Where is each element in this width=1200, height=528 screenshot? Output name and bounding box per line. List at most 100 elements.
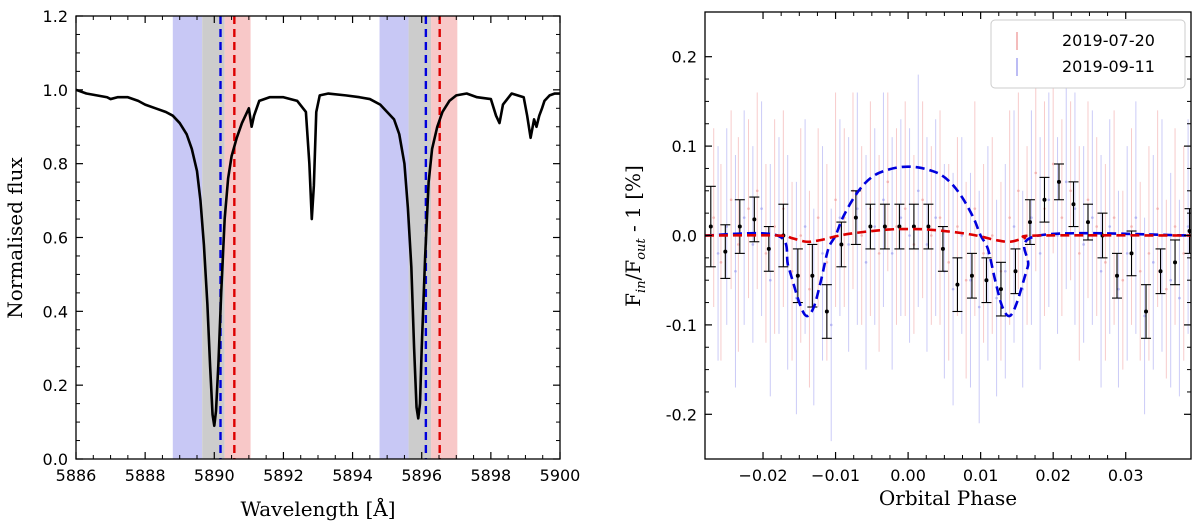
night-2019-09-11-marker-13: [829, 323, 833, 327]
night-2019-09-11-marker-29: [969, 278, 972, 282]
night-2019-09-11-point-41: [1073, 92, 1077, 325]
night-2019-07-20-marker-4: [747, 207, 750, 210]
binned-average-marker-13: [897, 224, 902, 229]
night-2019-09-11-marker-25: [934, 216, 937, 219]
night-2019-09-11-point-42: [1082, 146, 1085, 343]
binned-average-point-29: [1126, 230, 1137, 277]
night-2019-09-11-point-38: [1047, 92, 1051, 308]
x-tick-label-1-1: −0.01: [811, 466, 860, 485]
spectrum-y-axis-label: Normalised flux: [3, 157, 27, 319]
binned-average-marker-25: [1071, 202, 1076, 207]
x-tick-label-1-3: 0.01: [963, 466, 999, 485]
ylabel-part-rest: - 1 [%]: [621, 165, 645, 238]
night-2019-09-11-point-34: [1012, 110, 1016, 343]
y-tick-label-1-0: -0.2: [666, 405, 697, 424]
night-2019-07-20-marker-25: [930, 234, 933, 237]
spectrum-series: [75, 88, 560, 428]
night-2019-07-20-marker-30: [973, 207, 977, 210]
x-tick-label-0-4: 5894: [332, 466, 373, 485]
blue-dashed-model: [705, 165, 1191, 318]
binned-average-point-1: [720, 224, 731, 279]
ylabel-part-in: in: [634, 280, 649, 293]
binned-average-marker-28: [1115, 273, 1120, 278]
binned-average-point-23: [1039, 176, 1050, 223]
blue-band-d2: [172, 16, 203, 459]
binned-average-point-31: [1155, 248, 1166, 295]
binned-average-marker-31: [1158, 269, 1163, 274]
night-2019-07-20-point-24: [921, 101, 924, 299]
night-2019-09-11-point-14: [838, 119, 842, 316]
binned-average-marker-8: [824, 309, 829, 314]
night-2019-07-20-marker-48: [1130, 225, 1133, 228]
night-2019-09-11-point-5: [760, 101, 763, 316]
night-2019-09-11-marker-54: [1186, 225, 1190, 228]
night-2019-07-20-point-31: [982, 163, 985, 343]
spectrum-ticks: 5886 5888 5890 5892 5894 5896 5898 5900 0.0 0.2 0.…: [43, 7, 581, 485]
night-2019-07-20-point-26: [938, 110, 942, 325]
night-2019-09-11-marker-10: [803, 225, 807, 228]
binned-average-marker-6: [795, 273, 800, 278]
night-2019-09-11-marker-38: [1047, 198, 1051, 202]
x-tick-label-0-2: 5890: [194, 466, 235, 485]
night-2019-09-11-point-25: [934, 119, 937, 316]
night-2019-09-11-marker-52: [1169, 278, 1172, 282]
night-2019-09-11-marker-16: [856, 207, 859, 210]
night-2019-07-20-marker-7: [773, 225, 776, 228]
night-2019-07-20-point-20: [886, 92, 890, 272]
night-2019-09-11-marker-27: [951, 287, 955, 291]
night-2019-09-11-marker-23: [916, 189, 920, 193]
binned-average-marker-3: [752, 217, 757, 222]
night-2019-09-11-point-24: [925, 137, 929, 352]
night-2019-07-20-marker-12: [816, 216, 820, 219]
night-2019-09-11-point-29: [969, 172, 972, 388]
night-2019-09-11-point-12: [821, 146, 824, 361]
night-2019-09-11-marker-21: [899, 216, 903, 219]
night-2019-07-20-point-45: [1104, 163, 1107, 361]
night-2019-07-20-marker-13: [825, 261, 829, 264]
ylabel-part-slash-f: /F: [621, 260, 645, 281]
night-2019-09-11-point-27: [951, 172, 955, 406]
spectrum-panel: 5886 5888 5890 5892 5894 5896 5898 5900 0.0 0.2 0.…: [3, 7, 580, 521]
night-2019-07-20-marker-47: [1121, 278, 1125, 282]
binned-average-marker-12: [882, 224, 887, 229]
night-2019-09-11-point-49: [1143, 217, 1146, 415]
spectrum-x-axis-label: Wavelength [Å]: [240, 496, 395, 521]
night-2019-09-11-point-30: [977, 190, 981, 424]
night-2019-09-11-point-16: [856, 92, 859, 325]
night-2019-09-11-marker-5: [760, 207, 763, 210]
night-2019-09-11-point-17: [864, 155, 868, 370]
night-2019-09-11-marker-30: [977, 305, 981, 309]
night-2019-09-11-marker-28: [960, 234, 964, 237]
night-2019-07-20-point-6: [764, 163, 768, 343]
night-2019-09-11-marker-24: [925, 243, 929, 246]
y-tick-label-0-2: 0.4: [43, 302, 68, 321]
night-2019-09-11-point-32: [995, 199, 998, 397]
transmission-panel: −0.02 −0.01 0.00 0.01 0.02 0.03 -0.2 -0.1 0.0 0.1…: [621, 11, 1192, 510]
spectrum-line: [75, 88, 560, 428]
night-2019-09-11-point-28: [960, 137, 964, 334]
night-2019-07-20-marker-37: [1034, 171, 1038, 175]
transmission-y-axis-label: Fin/Fout - 1 [%]: [621, 165, 649, 307]
night-2019-07-20-point-53: [1173, 128, 1177, 325]
night-2019-09-11-point-48: [1134, 101, 1138, 334]
binned-average-point-15: [923, 203, 934, 250]
x-tick-label-0-0: 5886: [56, 466, 97, 485]
binned-average-point-30: [1141, 284, 1152, 339]
night-2019-07-20-marker-52: [1165, 287, 1168, 291]
binned-average-marker-24: [1056, 179, 1061, 184]
night-2019-09-11-point-22: [908, 128, 911, 343]
night-2019-09-11-point-40: [1064, 74, 1068, 290]
x-tick-label-1-0: −0.02: [739, 466, 788, 485]
night-2019-09-11-point-3: [742, 110, 746, 325]
spectrum-plot-frame: [75, 15, 561, 460]
binned-average-point-17: [952, 257, 963, 313]
night-2019-07-20-marker-22: [903, 207, 907, 210]
night-2019-07-20-marker-27: [947, 261, 951, 264]
legend-box: [990, 19, 1186, 89]
red-band-d1: [431, 16, 458, 459]
binned-average-marker-9: [839, 242, 844, 247]
night-2019-07-20-marker-35: [1017, 189, 1020, 193]
binned-average-marker-30: [1144, 309, 1149, 314]
binned-average-point-13: [894, 203, 905, 250]
binned-average-point-8: [821, 284, 832, 339]
